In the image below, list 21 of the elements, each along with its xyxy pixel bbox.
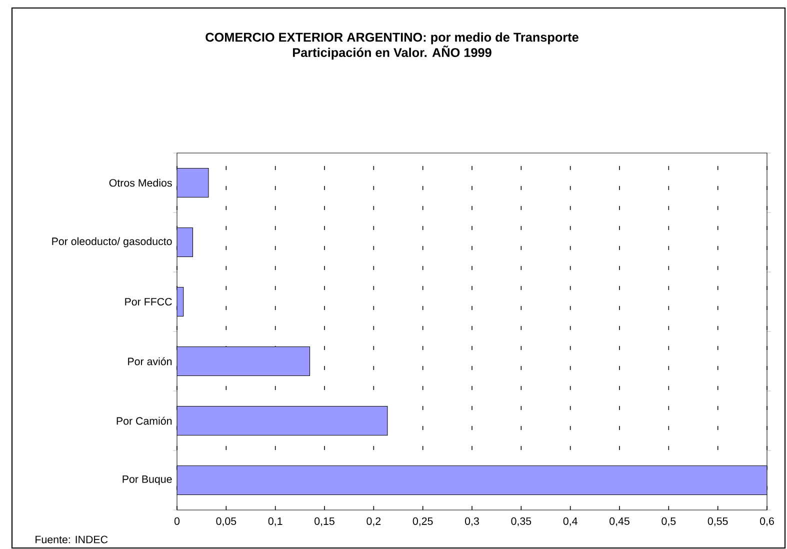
y-tick-label: Por Buque: [122, 475, 172, 486]
x-tick-label: 0,2: [366, 517, 381, 526]
chart-title: COMERCIO EXTERIOR ARGENTINO: por medio de Transporte Participación en Valor. AÑO 1999: [206, 32, 578, 60]
x-tick-label: 0: [174, 517, 180, 525]
x-tick-label: 0,4: [563, 517, 578, 526]
x-tick-label: 0,25: [412, 517, 433, 526]
source-note: Fuente: INDEC: [36, 536, 108, 544]
y-tick-label: Por oleoducto/ gasoducto: [52, 237, 172, 248]
x-tick-label: 0,05: [216, 517, 236, 526]
x-tick-label: 0,55: [708, 517, 728, 526]
x-tick-label: 0,5: [662, 517, 676, 526]
x-tick-label: 0,6: [760, 517, 774, 526]
x-tick-label: 0,15: [314, 517, 334, 526]
y-tick-label: Por FFCC: [125, 298, 172, 306]
x-tick-label: 0,1: [268, 517, 282, 526]
x-tick-label: 0,45: [610, 517, 630, 526]
y-tick-label: Por Camión: [116, 416, 172, 425]
x-tick-label: 0,3: [465, 517, 479, 526]
y-tick-label: Otros Medios: [109, 178, 172, 187]
x-tick-label: 0,35: [511, 517, 532, 526]
y-tick-label: Por avión: [128, 357, 172, 366]
